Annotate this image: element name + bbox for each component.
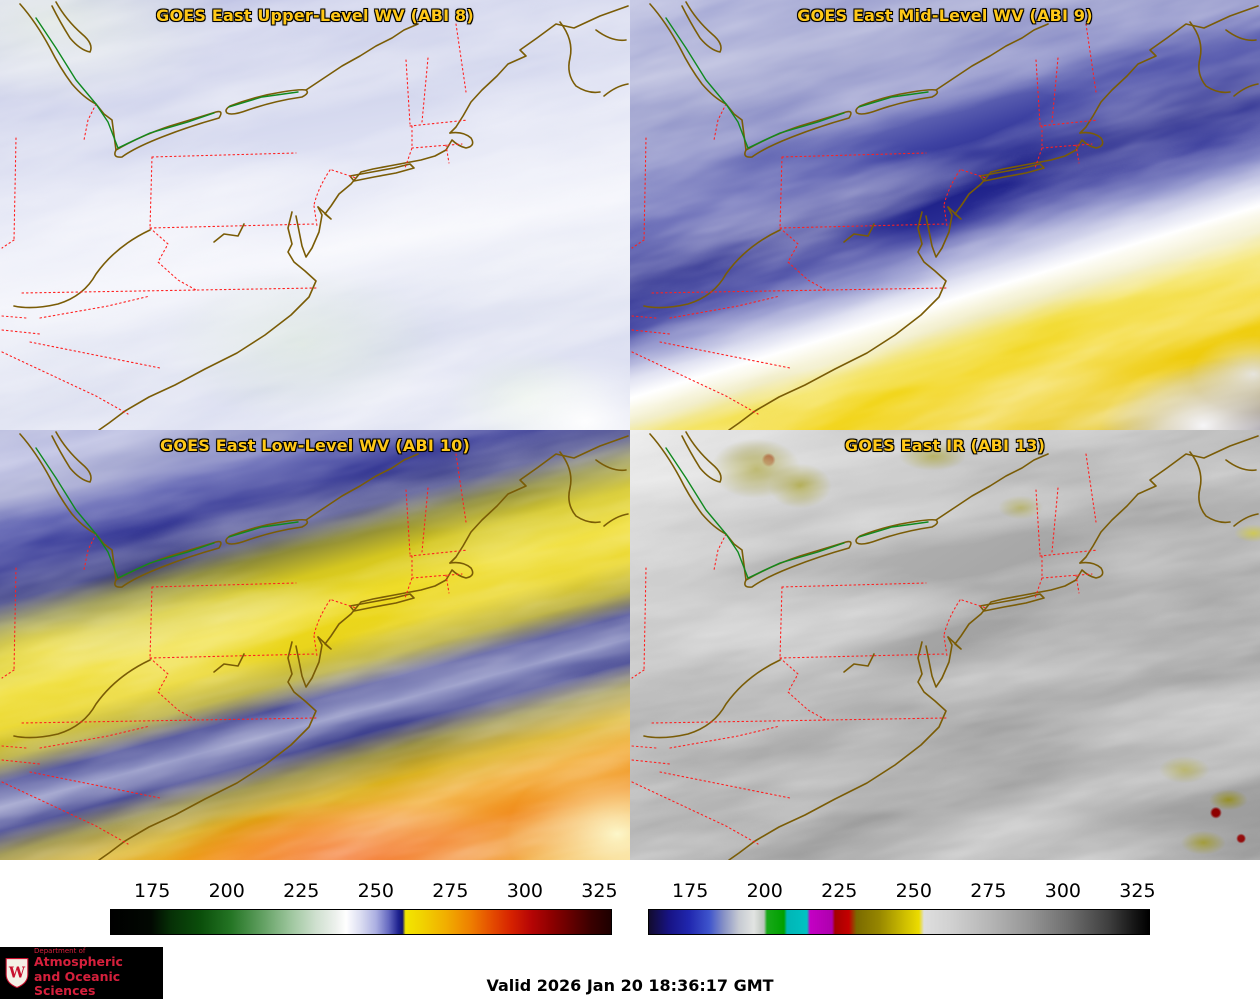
international-border-lines	[35, 447, 299, 579]
state-border-lines	[631, 453, 1099, 845]
colorbar-tick: 325	[1119, 880, 1156, 902]
colorbar-tick: 300	[506, 880, 544, 902]
international-border-lines	[35, 17, 299, 149]
panel-low-level-wv: GOES East Low-Level WV (ABI 10)	[0, 430, 630, 860]
logo-line-2: Atmospheric	[34, 954, 123, 970]
map-overlay	[631, 1, 1259, 430]
colorbar-wv	[110, 909, 612, 935]
logo-line-1: Department of	[34, 947, 86, 956]
colorbar-tick: 175	[134, 880, 171, 902]
colorbar-ir	[648, 909, 1150, 935]
coastline-lines	[13, 431, 629, 860]
logo-line-3: and Oceanic Sciences	[34, 968, 121, 999]
colorbar-ticks-ir: 175 200 225 250 275 300 325	[648, 880, 1156, 904]
map-overlay	[1, 1, 629, 430]
colorbar-tick: 200	[208, 880, 245, 902]
crest-letter: W	[8, 964, 26, 981]
valid-time: Valid 2026 Jan 20 18:36:17 GMT	[486, 976, 774, 995]
colorbar-tick: 225	[283, 880, 320, 902]
international-border-lines	[665, 447, 929, 579]
map-slot	[630, 0, 1260, 430]
colorbar-tick: 250	[357, 880, 394, 902]
map-overlay	[631, 431, 1259, 860]
map-overlay	[1, 431, 629, 860]
coastline-lines	[13, 1, 629, 430]
international-border-lines	[665, 17, 929, 149]
panel-ir: GOES East IR (ABI 13)	[630, 430, 1260, 860]
coastline-lines	[643, 431, 1259, 860]
panel-mid-level-wv: GOES East Mid-Level WV (ABI 9)	[630, 0, 1260, 430]
colorbar-tick: 225	[821, 880, 858, 902]
map-slot	[630, 430, 1260, 860]
panel-upper-level-wv: GOES East Upper-Level WV (ABI 8)	[0, 0, 630, 430]
state-border-lines	[1, 453, 469, 845]
logo-text: Department of Atmospheric and Oceanic Sc…	[34, 947, 159, 998]
state-border-lines	[631, 23, 1099, 415]
colorbar-ticks-wv: 175 200 225 250 275 300 325	[110, 880, 618, 904]
colorbar-tick: 175	[672, 880, 709, 902]
map-slot	[0, 0, 630, 430]
colorbar-tick: 275	[432, 880, 469, 902]
uw-crest-icon: W	[5, 958, 29, 989]
colorbar-tick: 325	[581, 880, 618, 902]
panel-title-abi10: GOES East Low-Level WV (ABI 10)	[159, 436, 470, 455]
panel-title-abi13: GOES East IR (ABI 13)	[844, 436, 1046, 455]
panel-title-abi9: GOES East Mid-Level WV (ABI 9)	[797, 6, 1093, 25]
satellite-grid: GOES East Upper-Level WV (ABI 8)	[0, 0, 1260, 860]
colorbar-tick: 200	[746, 880, 783, 902]
colorbar-tick: 275	[970, 880, 1007, 902]
colorbar-tick: 250	[895, 880, 932, 902]
map-slot	[0, 430, 630, 860]
panel-title-abi8: GOES East Upper-Level WV (ABI 8)	[156, 6, 474, 25]
aos-logo[interactable]: W Department of Atmospheric and Oceanic …	[0, 947, 163, 999]
footer: 175 200 225 250 275 300 325 175 200 225 250 275 300…	[0, 860, 1260, 999]
colorbar-tick: 300	[1044, 880, 1082, 902]
state-border-lines	[1, 23, 469, 415]
coastline-lines	[643, 1, 1259, 430]
